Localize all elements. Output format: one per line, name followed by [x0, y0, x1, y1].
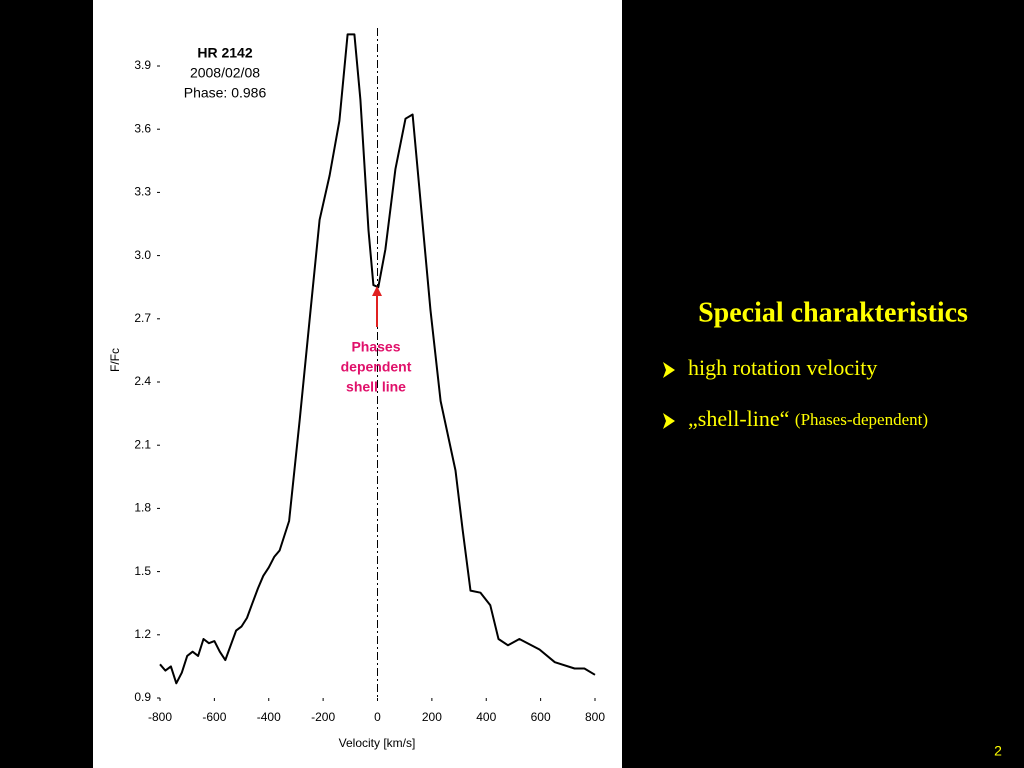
y-tick-label: 2.7 [134, 311, 151, 325]
x-axis-label: Velocity [km/s] [339, 736, 416, 750]
y-tick-label: 3.3 [134, 185, 151, 199]
y-tick-label: 3.0 [134, 248, 151, 262]
callout: shell line [346, 379, 406, 395]
y-tick-label: 3.9 [134, 58, 151, 72]
x-tick-label: 400 [476, 710, 496, 724]
callout: Phases [351, 339, 400, 355]
y-tick-label: 1.2 [134, 627, 151, 641]
annotation: HR 2142 [197, 45, 252, 61]
x-tick-label: -200 [311, 710, 335, 724]
bullet-note: (Phases-dependent) [795, 410, 928, 429]
x-tick-label: -400 [257, 710, 281, 724]
arrow-head [372, 286, 382, 296]
x-tick-label: 600 [531, 710, 551, 724]
page-number: 2 [994, 743, 1002, 759]
chart-panel [93, 0, 622, 768]
bullet-icon [663, 413, 675, 429]
slide-title: Special charakteristics [698, 297, 968, 328]
callout: dependent [341, 359, 412, 375]
y-tick-label: 2.4 [134, 374, 151, 388]
x-tick-label: 200 [422, 710, 442, 724]
y-tick-label: 3.6 [134, 121, 151, 135]
annotation: 2008/02/08 [190, 65, 260, 81]
x-tick-label: 800 [585, 710, 605, 724]
y-axis-label: F/Fc [108, 348, 122, 372]
y-tick-label: 1.8 [134, 501, 151, 515]
bullet-text: „shell-line“ [688, 406, 789, 431]
x-tick-label: -600 [202, 710, 226, 724]
spectrum-line [159, 33, 596, 685]
y-tick-label: 2.1 [134, 437, 151, 451]
bullet-icon [663, 362, 675, 378]
y-tick-label: 0.9 [134, 690, 151, 704]
x-tick-label: 0 [374, 710, 381, 724]
x-tick-label: -800 [148, 710, 172, 724]
bullet: „shell-line“ (Phases-dependent) [688, 406, 928, 431]
bullet: high rotation velocity [688, 355, 877, 380]
annotation: Phase: 0.986 [184, 85, 267, 101]
y-tick-label: 1.5 [134, 564, 151, 578]
